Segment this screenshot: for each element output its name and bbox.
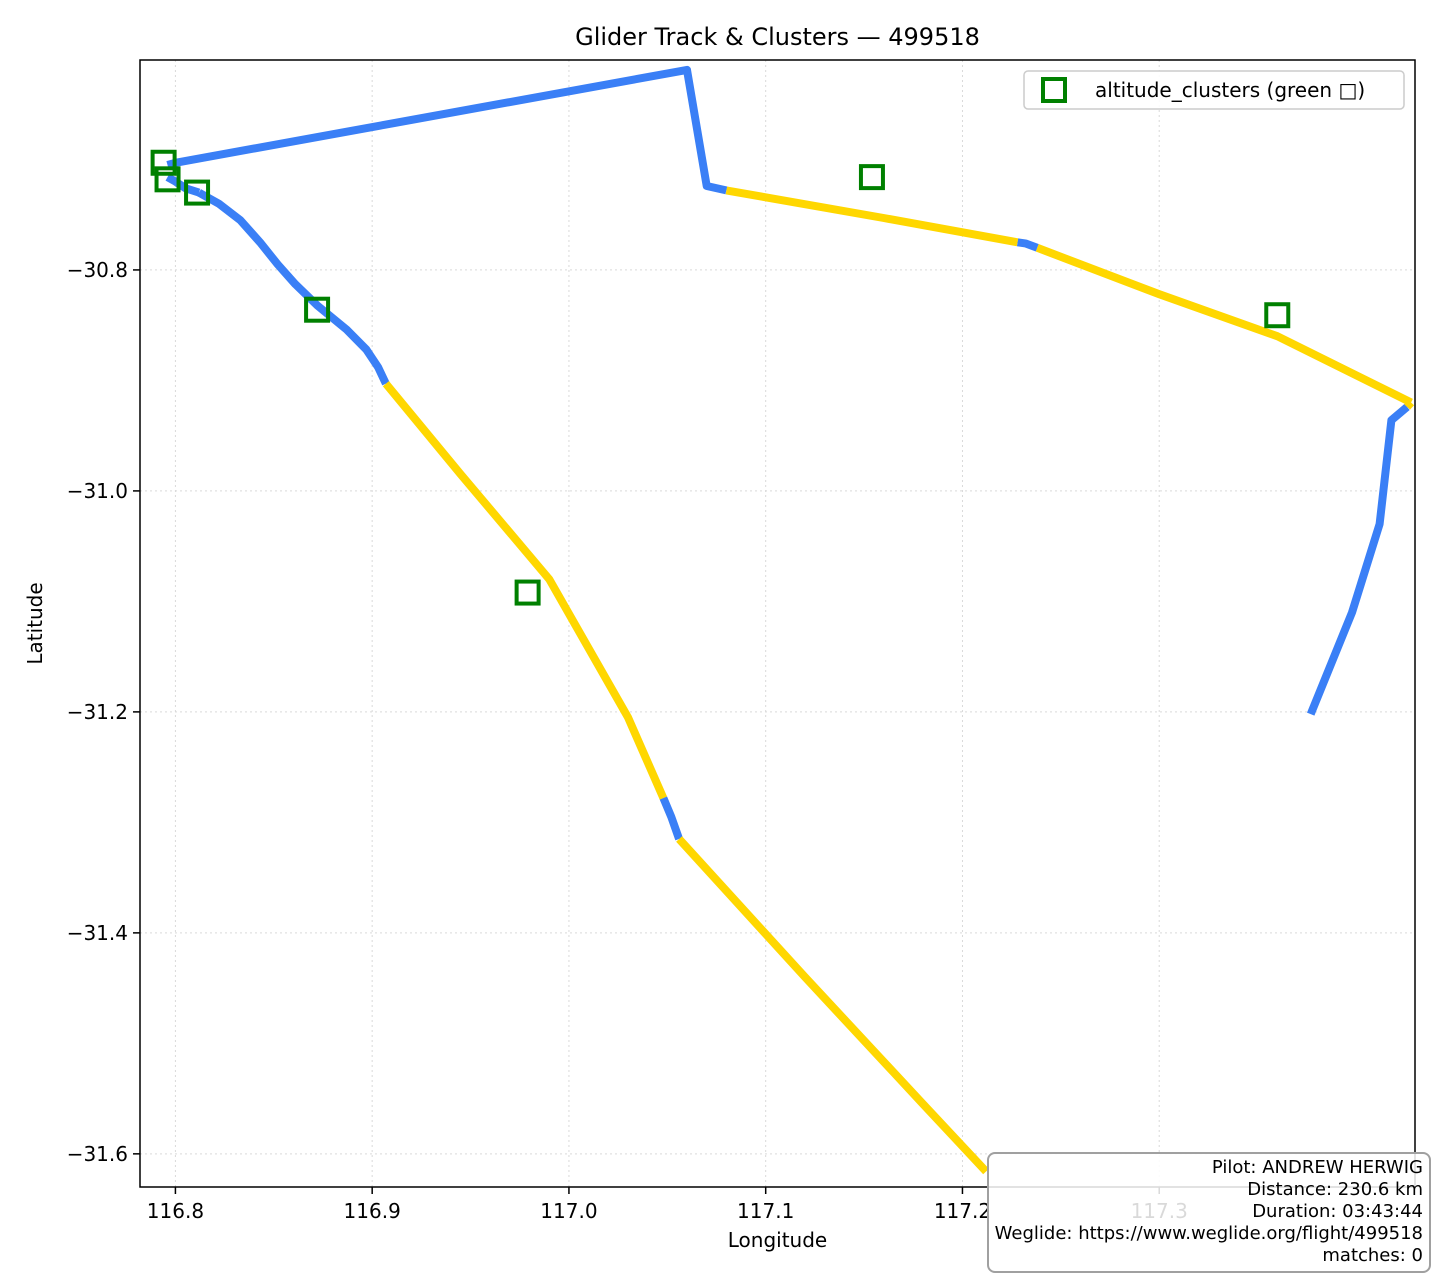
matches-text: matches: 0 [1322,1245,1423,1266]
altitude-cluster-marker [184,179,211,206]
grid [140,60,1415,1187]
track-segment-glide [166,65,728,195]
track-segment-glide [659,796,683,841]
altitude-cluster-marker [154,166,181,193]
y-tick-label: −31.6 [67,1142,128,1166]
x-tick-label: 116.8 [147,1199,204,1223]
track-segment-glide [197,189,390,386]
cluster-markers [150,149,1291,606]
chart-title: Glider Track & Clusters — 499518 [575,23,980,51]
altitude-cluster-marker [1264,302,1291,329]
x-tick-label: 117.2 [934,1199,991,1223]
x-axis-title: Longitude [728,1228,827,1252]
y-tick-label: −31.4 [67,921,128,945]
duration-text: Duration: 03:43:44 [1252,1201,1423,1222]
altitude-cluster-marker [514,579,541,606]
track-segment-glide [1306,403,1410,716]
distance-text: Distance: 230.6 km [1247,1179,1423,1200]
y-tick-label: −30.8 [67,258,128,282]
track-segment-climb [382,381,668,800]
y-tick-label: −31.0 [67,479,128,503]
legend-marker [1041,77,1067,103]
flight-info-box: Pilot: ANDREW HERWIG Distance: 230.6 km … [986,1152,1431,1273]
altitude-cluster-marker [304,296,331,323]
weglide-link[interactable]: Weglide: https://www.weglide.org/flight/… [994,1223,1423,1244]
y-tick-label: −31.2 [67,700,128,724]
legend-label: altitude_clusters (green □) [1095,78,1365,102]
x-tick-label: 117.0 [540,1199,597,1223]
track-segment-climb [725,186,1019,247]
altitude-cluster-marker [858,164,885,191]
legend-box [1023,70,1405,110]
legend: altitude_clusters (green □) [1023,70,1405,110]
track-segment-climb [1035,244,1413,407]
track-segment-glide [1016,238,1039,252]
track-segment-climb [676,836,990,1175]
y-axis-title: Latitude [23,582,47,664]
x-tick-label: 117.1 [737,1199,794,1223]
plot-frame [139,59,1416,1188]
altitude-cluster-marker [150,149,177,176]
track [165,65,1415,1175]
x-tick-label: 116.9 [344,1199,401,1223]
pilot-text: Pilot: ANDREW HERWIG [1211,1157,1423,1178]
y-axis: −30.8 −31.0 −31.2 −31.4 −31.6 [67,258,140,1166]
